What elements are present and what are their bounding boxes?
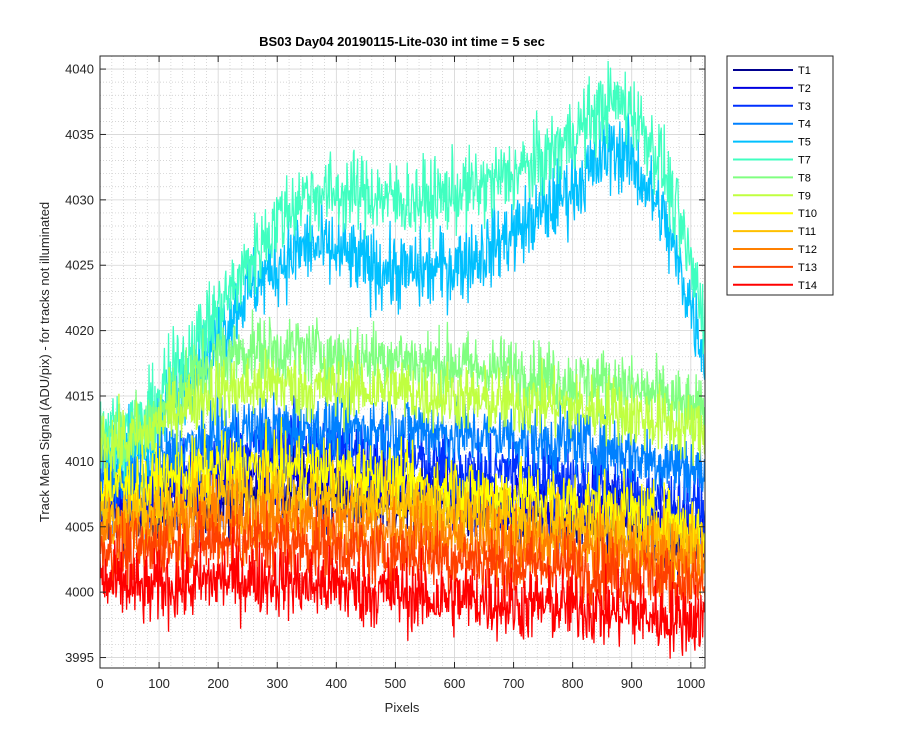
x-tick-label: 500 bbox=[385, 676, 407, 691]
legend-label-t14: T14 bbox=[798, 280, 817, 292]
axis-ticks bbox=[99, 56, 705, 668]
x-tick-label: 1000 bbox=[676, 676, 705, 691]
legend-label-t4: T4 bbox=[798, 119, 811, 131]
x-tick-label: 800 bbox=[562, 676, 584, 691]
legend-box bbox=[726, 55, 834, 296]
y-axis-label: Track Mean Signal (ADU/pix) - for tracks… bbox=[37, 202, 52, 522]
legend-label-t1: T1 bbox=[798, 65, 811, 77]
x-tick-label: 900 bbox=[621, 676, 643, 691]
legend: T1 T2 T3 T4 T5 T7 T8 T9 T10 T11 T12 T13 T14 bbox=[726, 55, 834, 296]
x-tick-label: 100 bbox=[148, 676, 170, 691]
y-tick-label: 4030 bbox=[65, 192, 94, 207]
series-line-t14 bbox=[100, 527, 705, 659]
x-tick-label: 300 bbox=[266, 676, 288, 691]
y-tick-label: 4010 bbox=[65, 454, 94, 469]
x-tick-label: 600 bbox=[444, 676, 466, 691]
series-line-t9 bbox=[100, 343, 705, 485]
legend-label-t12: T12 bbox=[798, 244, 817, 256]
series-line-t4 bbox=[100, 382, 705, 515]
legend-label-t13: T13 bbox=[798, 262, 817, 274]
legend-label-t8: T8 bbox=[798, 172, 811, 184]
y-tick-label: 4005 bbox=[65, 519, 94, 534]
x-tick-label: 400 bbox=[325, 676, 347, 691]
legend-label-t3: T3 bbox=[798, 101, 811, 113]
series-line-t7 bbox=[100, 60, 705, 482]
y-tick-label: 4025 bbox=[65, 258, 94, 273]
x-axis-label: Pixels bbox=[385, 700, 420, 715]
y-tick-label: 3995 bbox=[65, 650, 94, 665]
y-tick-labels: 3995 4000 4005 4010 4015 4020 4025 4030 4035 4040 bbox=[65, 62, 94, 665]
x-tick-labels: 0 100 200 300 400 500 600 700 800 900 1000 bbox=[96, 676, 705, 691]
legend-label-t11: T11 bbox=[798, 226, 816, 238]
x-tick-label: 700 bbox=[503, 676, 525, 691]
legend-label-t2: T2 bbox=[798, 83, 811, 95]
x-tick-label: 200 bbox=[207, 676, 229, 691]
y-tick-label: 4015 bbox=[65, 389, 94, 404]
x-tick-label: 0 bbox=[96, 676, 103, 691]
y-tick-label: 4000 bbox=[65, 585, 94, 600]
legend-label-t7: T7 bbox=[798, 155, 811, 167]
legend-label-t10: T10 bbox=[798, 208, 817, 220]
plot-frame bbox=[99, 55, 706, 669]
y-tick-label: 4020 bbox=[65, 323, 94, 338]
y-tick-label: 4035 bbox=[65, 127, 94, 142]
series-line-t11 bbox=[100, 452, 705, 585]
y-tick-label: 4040 bbox=[65, 62, 94, 77]
legend-label-t5: T5 bbox=[798, 137, 811, 149]
legend-label-t9: T9 bbox=[798, 190, 811, 202]
series-group bbox=[100, 60, 705, 659]
chart-title: BS03 Day04 20190115-Lite-030 int time = … bbox=[259, 34, 545, 49]
